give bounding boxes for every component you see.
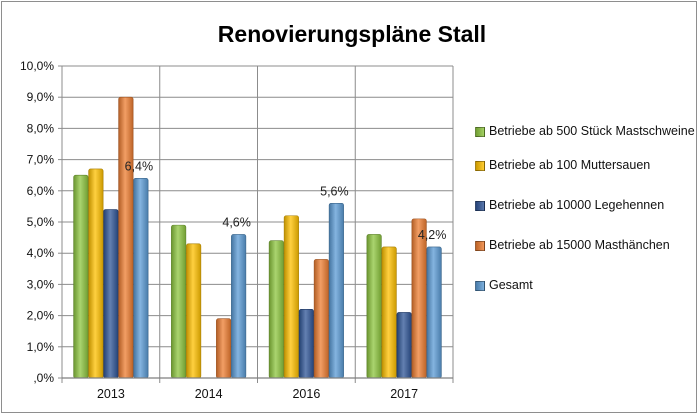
bars <box>73 96 442 379</box>
y-tick-label: 4,0% <box>27 246 55 260</box>
bar-2017-series-2 <box>396 312 412 379</box>
data-label: 6,4% <box>125 159 154 173</box>
y-tick-label: 10,0% <box>20 59 54 73</box>
legend-swatch <box>475 241 485 251</box>
bar-2014-series-4 <box>231 234 247 379</box>
legend-label: Betriebe ab 10000 Legehennen <box>489 198 665 212</box>
legend-label: Betriebe ab 100 Muttersauen <box>489 158 651 172</box>
bar-2016-series-2 <box>298 309 314 379</box>
legend-label: Betriebe ab 15000 Masthänchen <box>489 238 670 252</box>
bar-2013-series-4 <box>133 178 149 379</box>
legend-item-mastschweine: Betriebe ab 500 Stück Mastschweine <box>475 122 695 140</box>
data-label: 4,2% <box>418 228 447 242</box>
bar-2014-series-1 <box>186 243 202 379</box>
y-tick-label: 8,0% <box>27 121 55 135</box>
bar-2013-series-3 <box>118 96 134 379</box>
bar-2017-series-0 <box>366 234 382 379</box>
bar-2016-series-4 <box>328 202 344 379</box>
bar-2016-series-1 <box>283 215 299 379</box>
y-tick-label: ,0% <box>33 371 54 385</box>
bar-chart: Renovierungspläne Stall ,0% 1,0% 2,0% 3,0% 4… <box>20 21 486 401</box>
x-tick-label: 2014 <box>195 387 223 401</box>
x-tick-label: 2016 <box>292 387 320 401</box>
legend-item-gesamt: Gesamt <box>475 276 695 294</box>
y-tick-label: 1,0% <box>27 340 55 354</box>
bar-2017-series-1 <box>381 246 397 379</box>
x-tick-label: 2013 <box>97 387 125 401</box>
bar-2017-series-4 <box>426 246 442 379</box>
y-tick-label: 9,0% <box>27 90 55 104</box>
legend-swatch <box>475 281 485 291</box>
data-label: 5,6% <box>320 184 349 198</box>
y-tick-label: 6,0% <box>27 184 55 198</box>
legend-swatch <box>475 161 485 171</box>
legend-swatch <box>475 127 485 137</box>
bar-2013-series-2 <box>103 209 119 379</box>
y-tick-label: 2,0% <box>27 309 55 323</box>
chart-title: Renovierungspläne Stall <box>218 21 486 47</box>
legend: Betriebe ab 500 Stück Mastschweine Betri… <box>475 122 695 316</box>
legend-label: Gesamt <box>489 278 533 292</box>
x-tick-label: 2017 <box>390 387 418 401</box>
bar-2014-series-0 <box>171 224 187 379</box>
bar-2016-series-0 <box>268 240 284 379</box>
labels: ,0% 1,0% 2,0% 3,0% 4,0% 5,0% 6,0% 7,0% 8,0% 9,0% 1… <box>20 59 446 401</box>
legend-label: Betriebe ab 500 Stück Mastschweine <box>489 124 695 138</box>
y-tick-label: 5,0% <box>27 215 55 229</box>
legend-swatch <box>475 201 485 211</box>
bar-2013-series-1 <box>88 168 104 379</box>
bar-2013-series-0 <box>73 174 89 379</box>
legend-item-muttersauen: Betriebe ab 100 Muttersauen <box>475 156 695 174</box>
bar-2016-series-3 <box>313 259 329 379</box>
axes <box>58 65 453 379</box>
bar-2014-series-3 <box>216 318 232 379</box>
legend-item-masthaenchen: Betriebe ab 15000 Masthänchen <box>475 236 695 254</box>
legend-item-legehennen: Betriebe ab 10000 Legehennen <box>475 196 695 214</box>
y-tick-label: 3,0% <box>27 277 55 291</box>
data-label: 4,6% <box>222 215 251 229</box>
bar-2017-series-3 <box>411 218 427 379</box>
y-tick-label: 7,0% <box>27 153 55 167</box>
